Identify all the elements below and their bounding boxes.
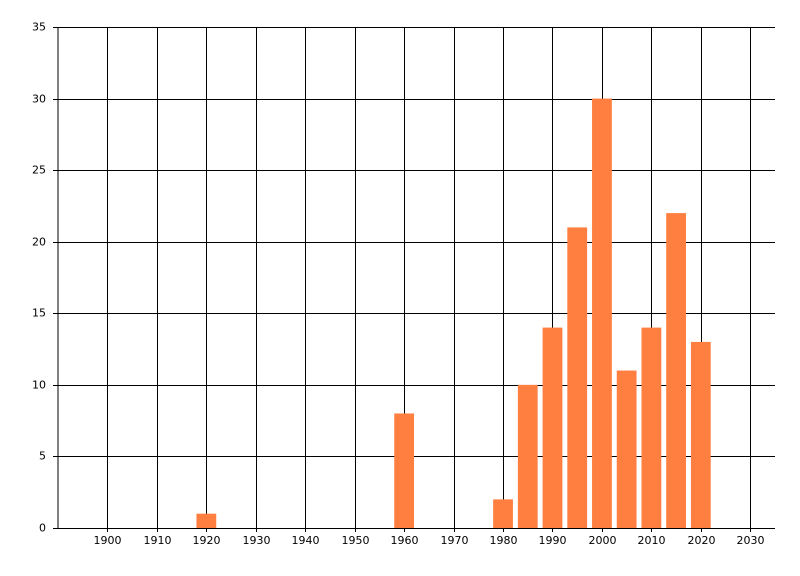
x-tick-label: 2010 (638, 534, 666, 547)
bar (690, 341, 711, 528)
bar (641, 327, 662, 528)
y-tick-label: 20 (32, 236, 46, 249)
x-tick-label: 1910 (144, 534, 172, 547)
bar (542, 327, 563, 528)
bar (517, 384, 538, 528)
x-tick-label: 1900 (94, 534, 122, 547)
x-tick-label: 1980 (490, 534, 518, 547)
x-tick-label: 1920 (193, 534, 221, 547)
bar (493, 499, 513, 528)
bar (592, 98, 612, 529)
x-tick-label: 2020 (688, 534, 716, 547)
y-tick-label: 35 (32, 21, 46, 34)
bar (394, 413, 415, 528)
x-tick-label: 1950 (342, 534, 370, 547)
bar (666, 213, 686, 529)
y-tick-label: 15 (32, 307, 46, 320)
x-tick-label: 1930 (243, 534, 271, 547)
y-tick-label: 25 (32, 164, 46, 177)
x-tick-label: 2030 (737, 534, 765, 547)
bar (196, 513, 217, 528)
x-tick-label: 2000 (589, 534, 617, 547)
y-tick-label: 5 (39, 450, 46, 463)
bar (616, 370, 637, 528)
x-tick-label: 1940 (292, 534, 320, 547)
y-tick-label: 0 (39, 522, 46, 535)
x-tick-label: 1990 (539, 534, 567, 547)
x-tick-label: 1960 (391, 534, 419, 547)
y-tick-label: 10 (32, 379, 46, 392)
y-tick-label: 30 (32, 93, 46, 106)
bar (567, 227, 588, 528)
x-tick-label: 1970 (441, 534, 469, 547)
